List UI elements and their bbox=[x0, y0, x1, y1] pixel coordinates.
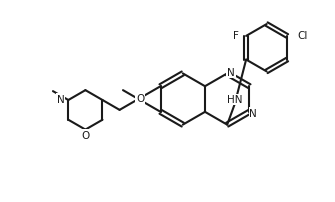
Text: N: N bbox=[57, 95, 64, 104]
Text: O: O bbox=[136, 94, 144, 103]
Text: O: O bbox=[81, 130, 89, 140]
Text: HN: HN bbox=[227, 95, 243, 105]
Text: N: N bbox=[250, 108, 257, 118]
Text: Cl: Cl bbox=[297, 31, 308, 41]
Text: N: N bbox=[227, 68, 235, 78]
Text: F: F bbox=[233, 31, 239, 41]
Text: O: O bbox=[136, 95, 144, 104]
